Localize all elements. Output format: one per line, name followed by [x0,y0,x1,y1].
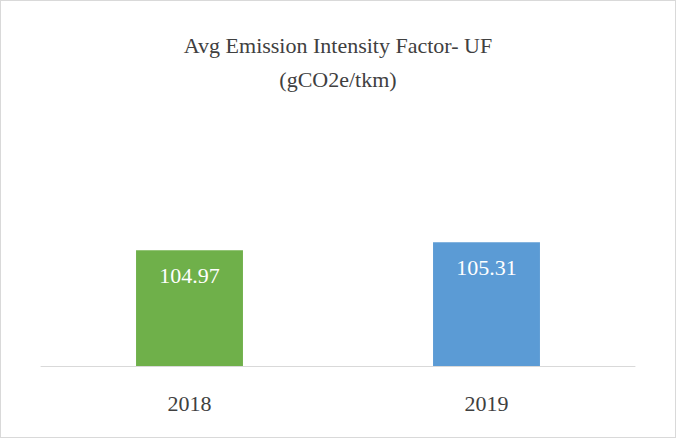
svg-text:(gCO2e/tkm): (gCO2e/tkm) [279,67,396,92]
svg-text:104.97: 104.97 [159,263,220,288]
svg-text:2018: 2018 [168,391,212,416]
svg-text:2019: 2019 [465,391,509,416]
svg-text:105.31: 105.31 [456,255,517,280]
svg-text:Avg Emission Intensity Factor-: Avg Emission Intensity Factor- UF [184,33,492,58]
